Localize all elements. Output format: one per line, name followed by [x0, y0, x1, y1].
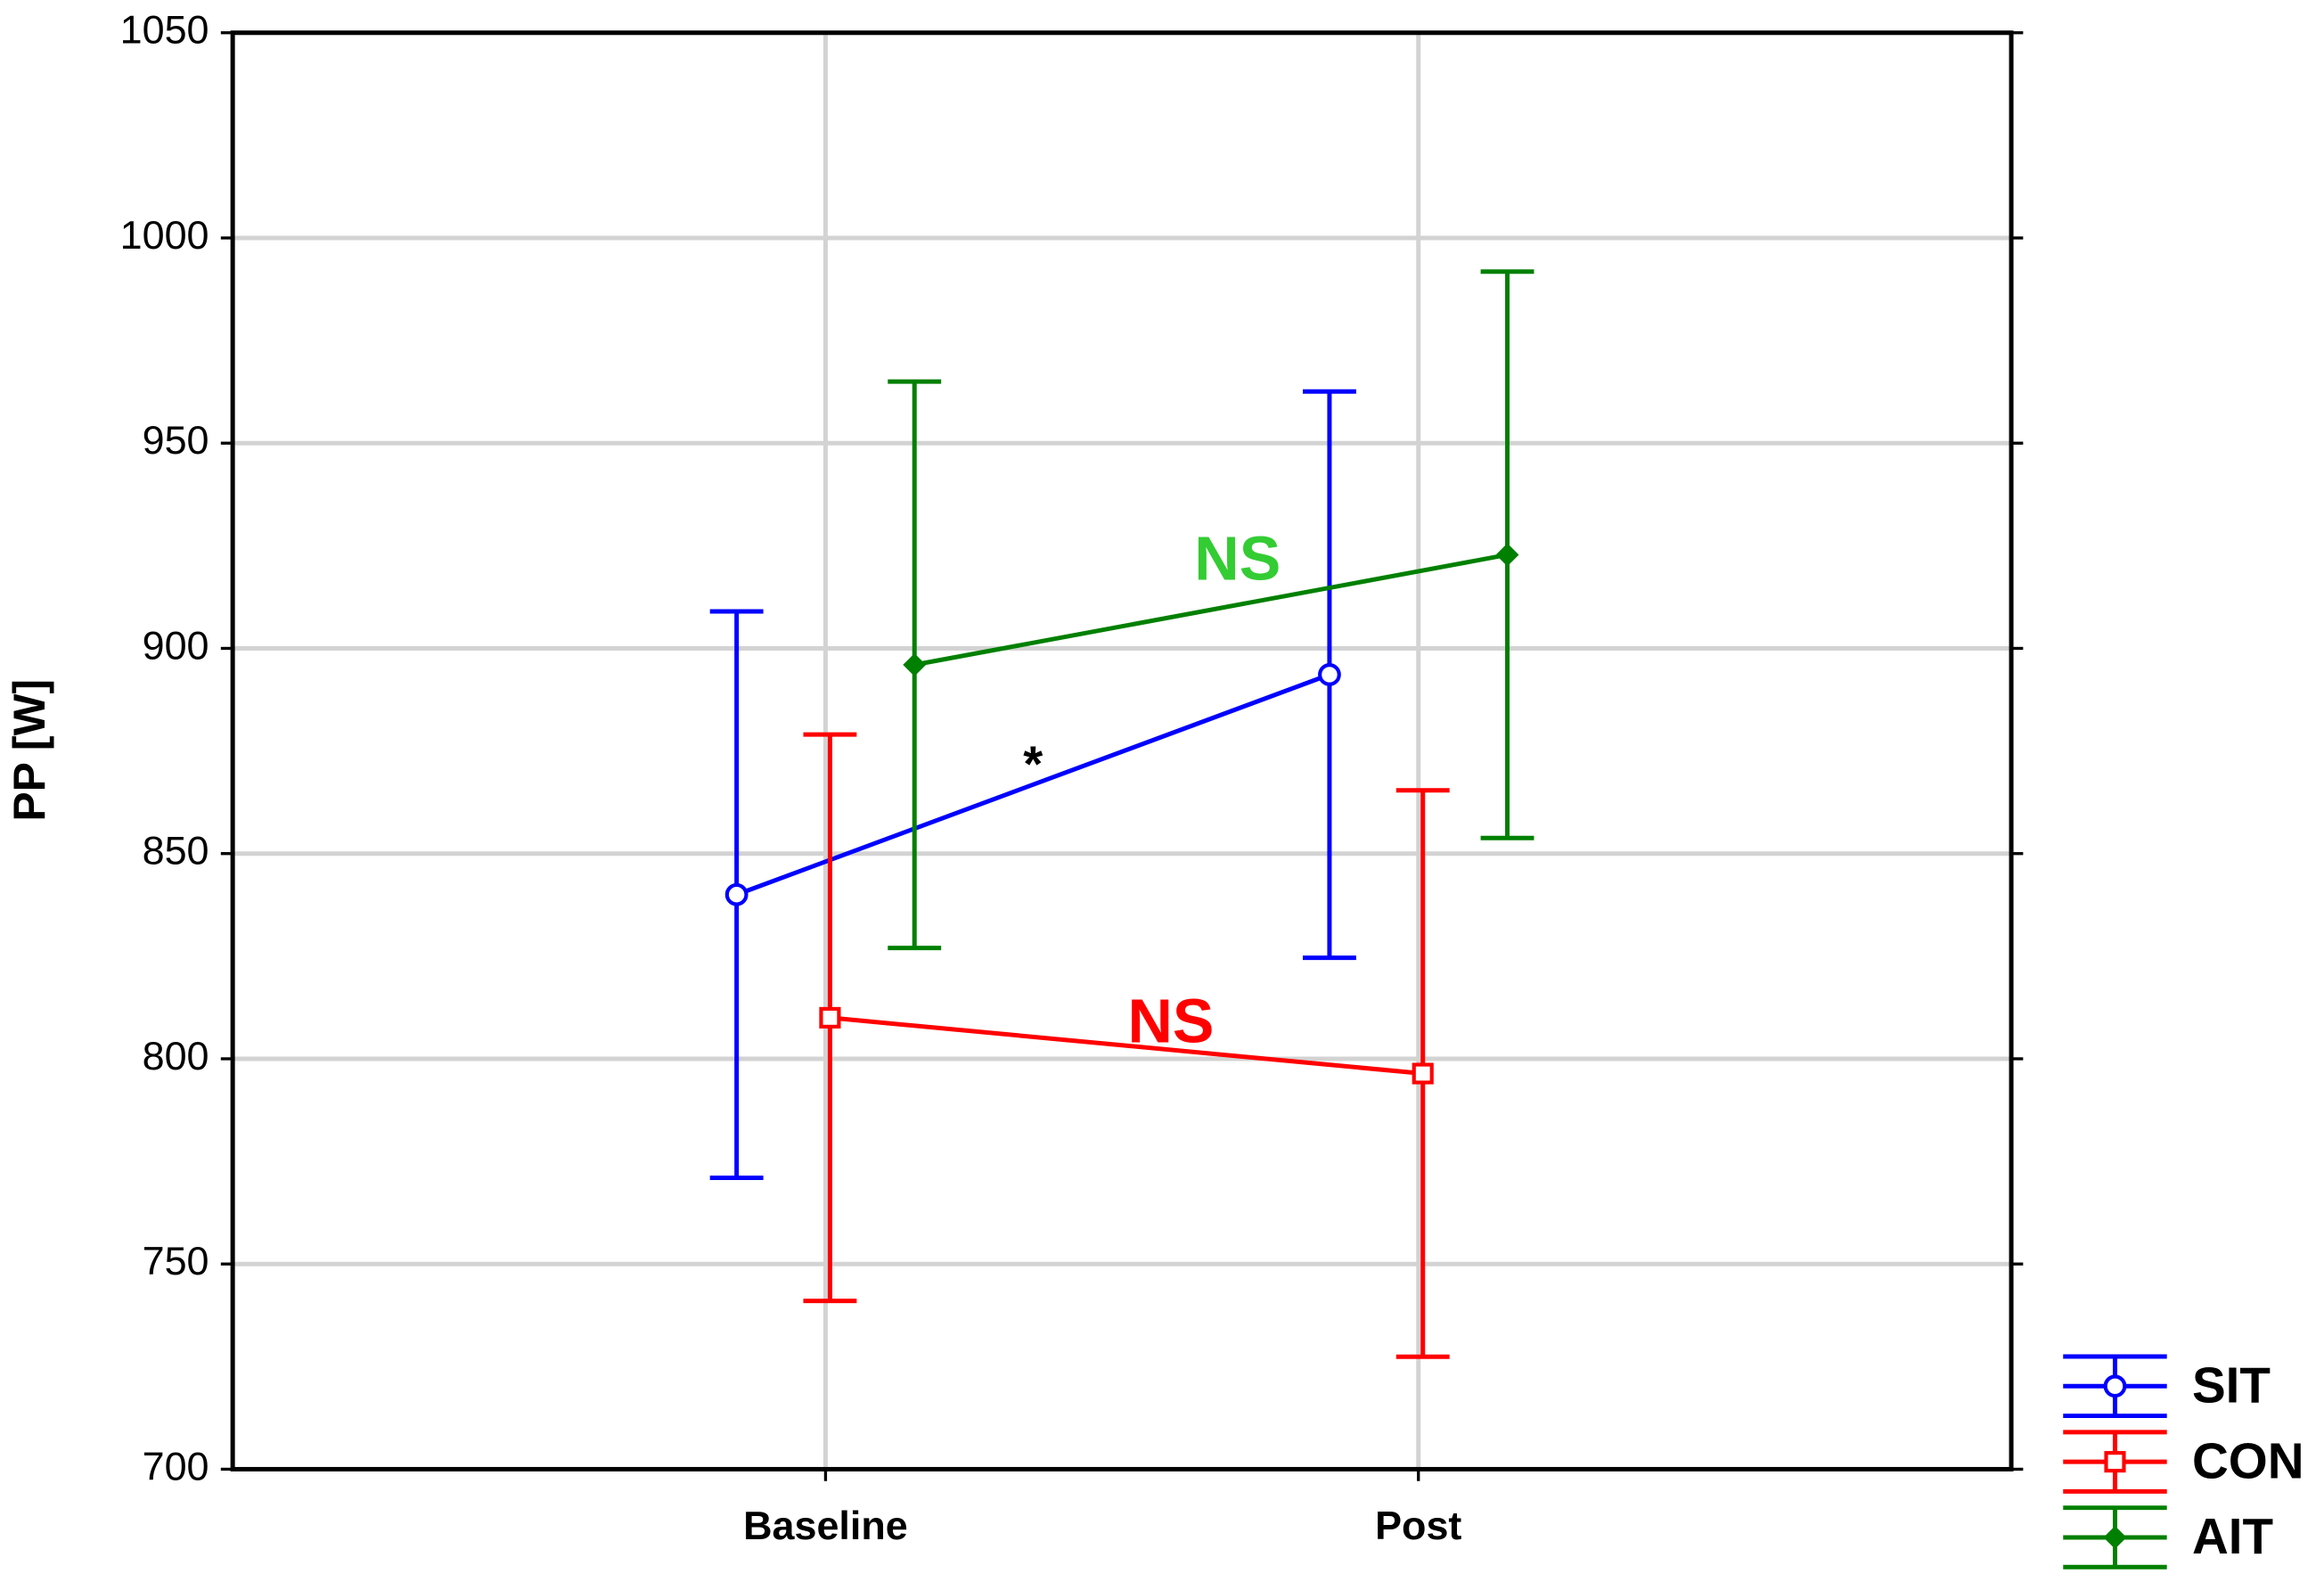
marker [2103, 1374, 2127, 1398]
series-line [913, 553, 1508, 668]
marker [1318, 663, 1341, 686]
plot-frame [230, 30, 2014, 1471]
y-axis-label: PP [W] [4, 679, 54, 822]
marker [1495, 543, 1519, 567]
y-tick-label: 900 [143, 622, 209, 668]
y-tick-label: 950 [143, 417, 209, 463]
marker [1412, 1062, 1434, 1085]
marker [2103, 1526, 2127, 1549]
annotation: * [1023, 736, 1043, 792]
marker [903, 652, 927, 676]
marker [724, 882, 749, 906]
annotation: NS [1194, 524, 1281, 594]
legend-label: AIT [2192, 1508, 2273, 1564]
y-tick-label: 1050 [120, 7, 209, 53]
y-tick-label: 850 [143, 828, 209, 873]
series-line [830, 1015, 1423, 1077]
x-tick-label: Baseline [743, 1503, 908, 1548]
y-tick-label: 700 [143, 1443, 209, 1488]
y-tick-label: 800 [143, 1033, 209, 1078]
annotation: NS [1127, 987, 1214, 1056]
legend-label: SIT [2192, 1357, 2271, 1414]
series-line [735, 672, 1330, 898]
y-tick-label: 750 [143, 1238, 209, 1283]
y-tick-label: 1000 [120, 212, 209, 258]
legend-label: CON [2192, 1432, 2304, 1488]
marker [2104, 1451, 2126, 1473]
marker [819, 1006, 841, 1029]
x-tick-label: Post [1375, 1503, 1461, 1548]
legend-entry [2063, 1505, 2167, 1570]
